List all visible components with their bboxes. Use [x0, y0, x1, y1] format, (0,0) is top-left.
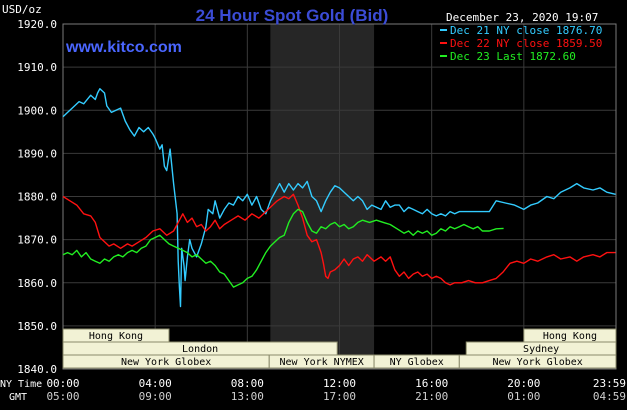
ny-time-label: NY Time [0, 379, 42, 390]
session-bar: Sydney [465, 341, 617, 356]
session-bar-label: Hong Kong [543, 331, 597, 342]
session-bar-label: New York NYMEX [279, 357, 363, 368]
gmt-label: GMT [9, 392, 27, 403]
y-tick-label: 1860.0 [17, 277, 57, 290]
legend-entry: Dec 23 Last 1872.60 [450, 50, 576, 63]
session-bar-label: New York Globex [493, 357, 583, 368]
legend-entry: Dec 21 NY close 1876.70 [450, 24, 602, 37]
x-tick-label-ny: 16:00 [415, 377, 448, 390]
y-tick-label: 1880.0 [17, 191, 57, 204]
x-tick-label-ny: 12:00 [323, 377, 356, 390]
site-watermark: www.kitco.com [65, 39, 182, 56]
legend-entry: Dec 22 NY close 1859.50 [450, 37, 602, 50]
x-tick-label-gmt: 13:00 [231, 390, 264, 403]
x-tick-label-gmt: 05:00 [46, 390, 79, 403]
session-bar: NY Globex [373, 354, 460, 369]
session-bar-fill [458, 354, 617, 369]
x-tick-label-gmt: 17:00 [323, 390, 356, 403]
y-tick-label: 1890.0 [17, 147, 57, 160]
y-tick-label: 1900.0 [17, 104, 57, 117]
session-bar: London [62, 341, 338, 356]
session-bar: New York NYMEX [268, 354, 375, 369]
y-tick-label: 1910.0 [17, 61, 57, 74]
session-bar-label: NY Globex [390, 357, 444, 368]
x-tick-label-gmt: 09:00 [139, 390, 172, 403]
session-bar-label: Hong Kong [89, 331, 143, 342]
session-bar-label: New York Globex [121, 357, 211, 368]
chart-title: 24 Hour Spot Gold (Bid) [196, 6, 389, 25]
y-axis-label: USD/oz [2, 3, 42, 16]
y-tick-label: 1840.0 [17, 363, 57, 376]
series-line [62, 193, 616, 286]
x-tick-label-ny: 23:59 [593, 377, 626, 390]
x-tick-label-gmt: 01:00 [507, 390, 540, 403]
x-tick-label-gmt: 21:00 [415, 390, 448, 403]
series-line [62, 208, 504, 288]
chart-timestamp: December 23, 2020 19:07 [446, 11, 598, 24]
y-tick-label: 1850.0 [17, 320, 57, 333]
session-bar: New York Globex [62, 354, 270, 369]
x-tick-label-ny: 08:00 [231, 377, 264, 390]
session-bar: New York Globex [458, 354, 617, 369]
y-tick-label: 1920.0 [17, 18, 57, 31]
session-bar: Hong Kong [62, 328, 170, 343]
session-bar: Hong Kong [523, 328, 617, 343]
y-tick-label: 1870.0 [17, 234, 57, 247]
session-bar-label: Sydney [523, 344, 559, 355]
session-bar-label: London [182, 344, 218, 355]
x-tick-label-ny: 00:00 [46, 377, 79, 390]
x-tick-label-ny: 20:00 [507, 377, 540, 390]
x-tick-label-gmt: 04:59 [593, 390, 626, 403]
series-line [62, 88, 616, 308]
x-tick-label-ny: 04:00 [139, 377, 172, 390]
